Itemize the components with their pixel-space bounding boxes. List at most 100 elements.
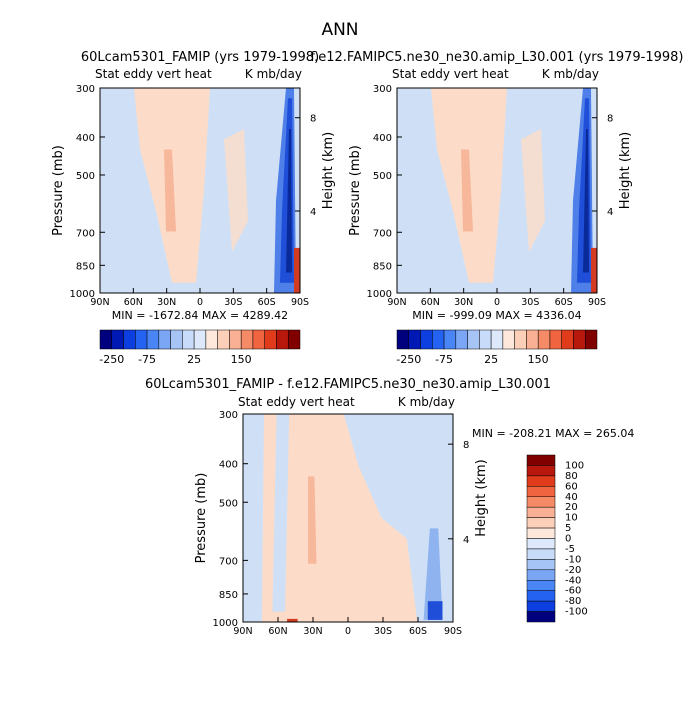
colorbar-swatch — [526, 600, 556, 612]
y-tick-label: 400 — [373, 133, 392, 144]
page-title: ANN — [321, 20, 358, 40]
panel-subtitle-left: Stat eddy vert heat — [238, 395, 355, 409]
panel-subtitle-left: Stat eddy vert heat — [392, 67, 509, 81]
y-tick-label: 700 — [373, 228, 392, 239]
field-positive-core — [461, 149, 473, 232]
colorbar-swatch — [158, 329, 171, 350]
plot-field — [100, 88, 300, 293]
panel-subtitle-left: Stat eddy vert heat — [95, 67, 212, 81]
panel-subtitle-right: K mb/day — [542, 67, 599, 81]
colorbar-label: 80 — [565, 471, 578, 482]
colorbar-swatch — [123, 329, 136, 350]
colorbar-swatch — [549, 329, 562, 350]
panel-subtitle-right: K mb/day — [245, 67, 302, 81]
colorbar-swatch — [502, 329, 515, 350]
x-tick-label: 90N — [90, 297, 109, 308]
colorbar-swatch — [264, 329, 277, 350]
y-tick-label: 300 — [373, 84, 392, 95]
x-tick-label: 0 — [345, 626, 351, 637]
colorbar-swatch — [526, 590, 556, 602]
x-tick-label: 30N — [303, 626, 322, 637]
y-tick-label: 500 — [373, 171, 392, 182]
y2-tick-label: 8 — [310, 114, 316, 125]
colorbar-label: 40 — [565, 492, 578, 503]
x-tick-label: 30S — [521, 297, 539, 308]
x-tick-label: 30S — [374, 626, 392, 637]
y-tick-label: 400 — [76, 133, 95, 144]
field-negative-south — [343, 414, 453, 622]
colorbar-label: -75 — [435, 353, 453, 366]
colorbar-label: -40 — [565, 575, 581, 586]
colorbar-swatch — [526, 517, 556, 529]
y2-tick-label: 8 — [607, 114, 613, 125]
colorbar-swatch — [584, 329, 598, 350]
y-tick-label: 1000 — [70, 289, 95, 300]
y2-tick-label: 4 — [607, 207, 613, 218]
y-tick-label: 700 — [76, 228, 95, 239]
colorbar-swatch — [229, 329, 242, 350]
y-axis-label: Pressure (mb) — [51, 145, 66, 236]
colorbar-swatch — [99, 329, 113, 350]
colorbar-label: 100 — [565, 460, 584, 471]
plot-field — [243, 414, 453, 622]
colorbar-swatch — [240, 329, 254, 350]
colorbar-swatch — [111, 329, 124, 350]
colorbar-swatch — [526, 465, 556, 477]
x-tick-label: 60N — [268, 626, 287, 637]
colorbar-swatch — [443, 329, 457, 350]
y-tick-label: 850 — [219, 590, 238, 601]
y-tick-label: 700 — [219, 556, 238, 567]
field-negative-60n — [272, 414, 290, 612]
stats-label: MIN = -999.09 MAX = 4336.04 — [412, 309, 581, 322]
colorbar-label: 25 — [484, 353, 498, 366]
x-tick-label: 90N — [387, 297, 406, 308]
colorbar-label: -10 — [565, 554, 581, 565]
colorbar-swatch — [526, 580, 556, 591]
colorbar-swatch — [526, 506, 556, 518]
colorbar-swatch — [526, 454, 556, 466]
field-negative-core — [286, 129, 292, 273]
x-tick-label: 90N — [233, 626, 252, 637]
colorbar-swatch — [408, 329, 421, 350]
field-negative-surface — [427, 601, 443, 620]
x-tick-label: 30N — [454, 297, 473, 308]
colorbar-label: 150 — [231, 353, 252, 366]
colorbar-label: 0 — [565, 534, 571, 545]
y-tick-label: 300 — [76, 84, 95, 95]
colorbar-label: 5 — [565, 523, 571, 534]
colorbar-swatch — [526, 527, 556, 539]
colorbar-label: -250 — [99, 353, 124, 366]
field-positive-patch — [521, 129, 545, 252]
colorbar-label: -80 — [565, 596, 581, 607]
colorbar-swatch — [467, 329, 480, 350]
colorbar-swatch — [193, 329, 207, 350]
x-tick-label: 0 — [197, 297, 203, 308]
colorbar-swatch — [526, 559, 556, 571]
panel-title: f.e12.FAMIPC5.ne30_ne30.amip_L30.001 (yr… — [311, 50, 684, 65]
colorbar-swatch — [514, 329, 527, 350]
y-tick-label: 500 — [219, 498, 238, 509]
x-tick-label: 30S — [224, 297, 242, 308]
y2-tick-label: 4 — [310, 207, 316, 218]
colorbar-swatch — [205, 329, 218, 350]
colorbar-swatch — [526, 611, 556, 623]
y2-tick-label: 4 — [463, 535, 469, 546]
colorbar-label: -100 — [565, 607, 588, 618]
field-positive-core — [164, 149, 176, 232]
panel-difference: 60Lcam5301_FAMIP - f.e12.FAMIPC5.ne30_ne… — [145, 377, 634, 637]
colorbar-label: 150 — [528, 353, 549, 366]
y-tick-label: 500 — [76, 171, 95, 182]
panel-title: 60Lcam5301_FAMIP - f.e12.FAMIPC5.ne30_ne… — [145, 377, 551, 392]
plot-field — [397, 88, 597, 293]
field-positive-core — [308, 476, 317, 564]
colorbar-swatch — [432, 329, 445, 350]
colorbar-label: 60 — [565, 481, 578, 492]
x-tick-label: 90S — [291, 297, 309, 308]
colorbar-swatch — [455, 329, 468, 350]
field-positive-surface — [294, 247, 300, 293]
panel-title: 60Lcam5301_FAMIP (yrs 1979-1998) — [81, 50, 319, 65]
colorbar-swatch — [561, 329, 574, 350]
colorbar-swatch — [287, 329, 301, 350]
x-tick-label: 60N — [124, 297, 143, 308]
